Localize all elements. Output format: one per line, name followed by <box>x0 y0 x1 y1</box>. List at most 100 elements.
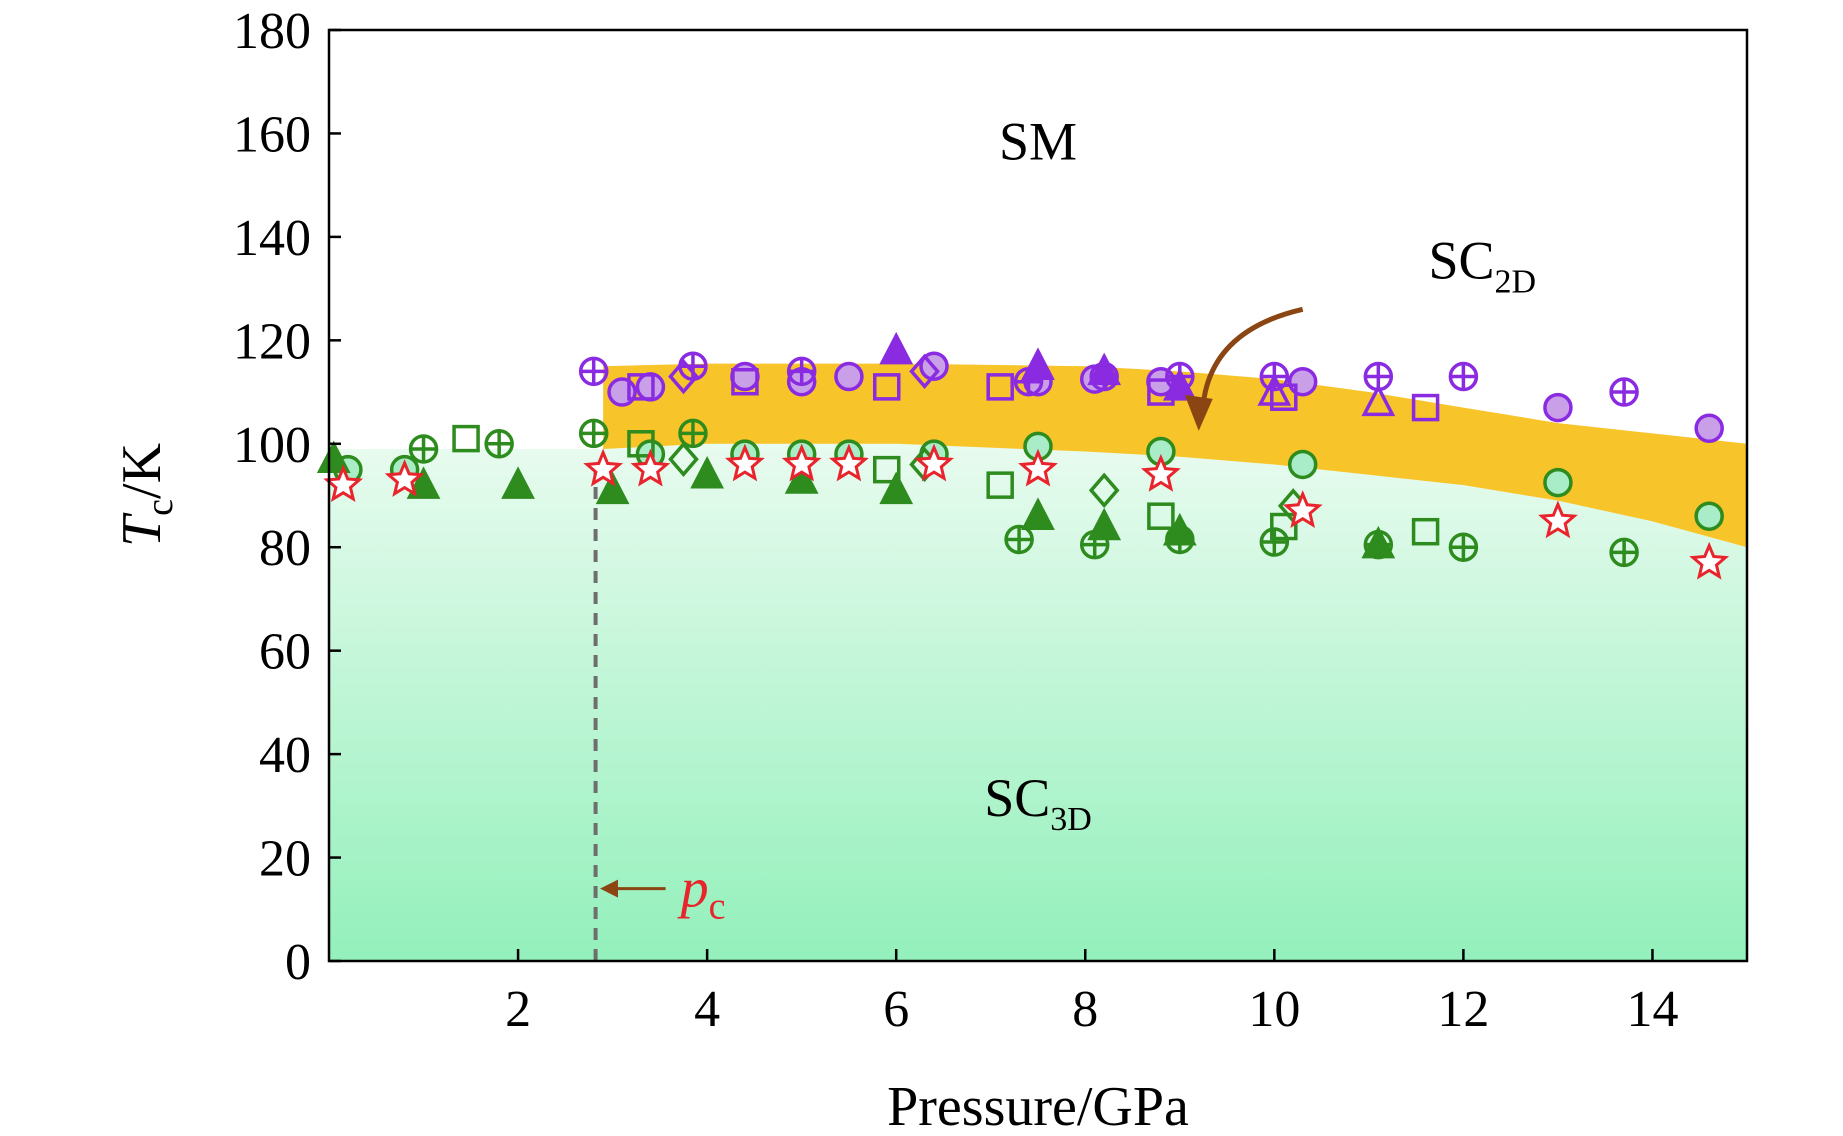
square-marker <box>627 373 655 401</box>
circle-marker <box>1543 467 1573 498</box>
region-labels: SM SC2D SC3D <box>984 111 1536 838</box>
triangle-marker <box>406 466 441 499</box>
y-tick-label: 100 <box>233 417 311 474</box>
triangle-marker <box>1087 507 1122 541</box>
star-marker <box>781 443 822 482</box>
oplus-marker <box>786 356 817 387</box>
diamond-marker <box>668 358 699 395</box>
x-tick-label: 10 <box>1248 981 1300 1038</box>
oplus-marker <box>408 434 439 464</box>
triangle-marker <box>501 466 535 499</box>
oplus-marker <box>578 356 609 387</box>
circle-marker <box>1287 449 1318 480</box>
pc-label-main: p <box>677 858 709 920</box>
circle-marker <box>1287 366 1318 397</box>
triangle-marker <box>1257 373 1292 406</box>
y-tick-label: 180 <box>233 3 311 60</box>
x-tick-label: 6 <box>883 981 909 1038</box>
pc-label: pc <box>677 858 726 928</box>
y-tick-label: 60 <box>259 624 311 681</box>
star-marker <box>1689 541 1730 580</box>
star-marker <box>384 459 425 497</box>
square-marker <box>1411 517 1440 546</box>
oplus-marker <box>1259 527 1290 557</box>
triangle-marker <box>879 471 914 505</box>
triangle-marker <box>1162 368 1197 401</box>
triangle-marker <box>1361 525 1396 559</box>
triangle-marker <box>879 331 914 365</box>
region-label: SM <box>999 111 1077 171</box>
y-tick-label: 140 <box>233 210 311 267</box>
y-tick-label: 40 <box>259 727 311 784</box>
pc-label-sub: c <box>709 886 726 928</box>
square-marker <box>872 373 901 401</box>
diamond-marker <box>668 441 699 477</box>
diamond-marker <box>909 353 940 390</box>
y-axis-label-main: T <box>111 512 173 547</box>
region-label: SC2D <box>1428 230 1536 300</box>
triangle-marker <box>1021 347 1055 380</box>
oplus-marker <box>678 351 708 381</box>
oplus-marker <box>578 418 609 449</box>
triangle-marker <box>1021 497 1055 530</box>
y-axis-label-unit: /K <box>111 443 173 499</box>
star-marker <box>323 464 364 503</box>
sc3d-region <box>329 443 1747 961</box>
oplus-marker <box>1448 361 1479 392</box>
oplus-marker <box>1004 524 1034 555</box>
circle-marker <box>834 361 864 392</box>
x-axis-label: Pressure/GPa <box>887 1076 1189 1136</box>
circle-marker <box>607 377 637 407</box>
y-tick-label: 20 <box>259 831 311 888</box>
y-axis-label: Tc/K <box>111 443 181 547</box>
square-marker <box>872 455 901 484</box>
star-marker <box>725 443 765 482</box>
square-marker <box>986 471 1014 499</box>
circle-marker <box>1694 501 1724 531</box>
y-tick-label: 80 <box>259 520 311 577</box>
y-tick-label: 160 <box>233 106 311 163</box>
oplus-marker <box>1609 377 1639 407</box>
diamond-marker <box>1088 472 1120 509</box>
circle-marker <box>730 361 760 392</box>
data-markers <box>316 331 1730 580</box>
square-marker <box>1270 383 1298 411</box>
star-marker <box>1282 490 1323 528</box>
y-tick-label: 0 <box>285 934 311 991</box>
circle-marker <box>635 372 666 402</box>
x-tick-label: 12 <box>1437 981 1489 1038</box>
oplus-marker <box>1609 537 1639 568</box>
triangle-marker <box>690 456 725 489</box>
oplus-marker <box>1448 532 1479 562</box>
star-marker <box>914 443 954 482</box>
oplus-marker <box>484 429 514 459</box>
star-marker <box>829 443 869 482</box>
plot-frame <box>327 28 1749 963</box>
star-marker <box>1018 448 1058 487</box>
sc2d-arrow <box>1184 306 1304 431</box>
star-marker <box>1140 453 1181 492</box>
star-marker <box>1538 500 1578 539</box>
square-marker <box>731 367 759 396</box>
square-marker <box>627 430 655 458</box>
x-tick-label: 2 <box>505 981 531 1038</box>
triangle-marker <box>1087 352 1122 386</box>
square-marker <box>452 424 480 453</box>
y-tick-label: 120 <box>233 313 311 370</box>
square-marker <box>986 373 1014 401</box>
pc-annotation: pc <box>599 858 726 928</box>
x-tick-label: 14 <box>1626 981 1678 1038</box>
region-label: SC3D <box>984 768 1092 838</box>
square-marker <box>1270 512 1298 541</box>
star-marker <box>630 448 671 487</box>
square-marker <box>1147 502 1175 530</box>
triangle-marker <box>784 461 819 494</box>
triangle-marker <box>1162 512 1197 546</box>
triangle-marker <box>316 440 351 474</box>
star-marker <box>583 448 624 487</box>
triangle-marker <box>1361 383 1396 417</box>
square-marker <box>1411 393 1440 422</box>
x-tick-label: 4 <box>694 981 720 1038</box>
